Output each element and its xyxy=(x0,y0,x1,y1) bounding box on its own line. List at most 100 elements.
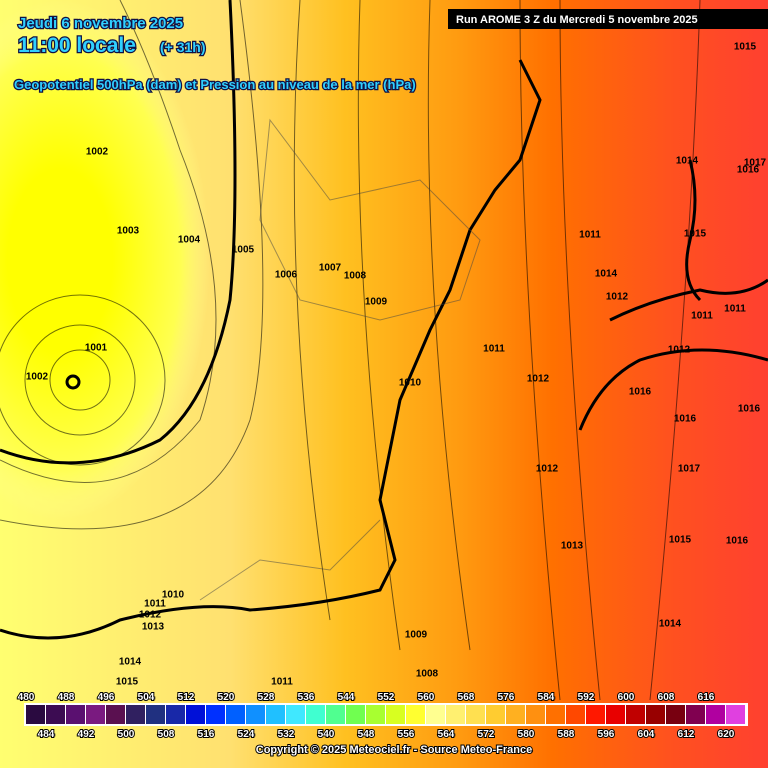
legend-swatch xyxy=(686,705,705,724)
legend-label: 540 xyxy=(318,729,335,740)
legend-swatch xyxy=(466,705,485,724)
legend-swatch xyxy=(326,705,345,724)
legend-label: 568 xyxy=(458,692,475,703)
legend-label: 520 xyxy=(218,692,235,703)
isobar-label: 1001 xyxy=(85,343,108,354)
legend-swatch xyxy=(666,705,685,724)
legend-label: 596 xyxy=(598,729,615,740)
isobar-label: 1017 xyxy=(678,464,701,475)
isobar-label: 1014 xyxy=(676,156,699,167)
isobar-label: 1010 xyxy=(399,378,422,389)
isobar-label: 1007 xyxy=(319,263,342,274)
legend-swatch xyxy=(366,705,385,724)
legend-swatch xyxy=(46,705,65,724)
isobar-label: 1013 xyxy=(142,622,165,633)
isobar-label: 1004 xyxy=(178,235,201,246)
isobar-label: 1012 xyxy=(536,464,559,475)
isobar-label: 1015 xyxy=(684,229,707,240)
isobar-label: 1016 xyxy=(738,404,761,415)
legend-label: 504 xyxy=(138,692,155,703)
subtitle: Geopotentiel 500hPa (dam) et Pression au… xyxy=(14,77,416,92)
legend-label: 516 xyxy=(198,729,215,740)
legend-swatch xyxy=(26,705,45,724)
legend-label: 576 xyxy=(498,692,515,703)
isobar-label: 1011 xyxy=(483,344,505,355)
legend-swatch xyxy=(386,705,405,724)
legend-swatch xyxy=(266,705,285,724)
isobar-label: 1014 xyxy=(595,269,618,280)
legend-label: 616 xyxy=(698,692,715,703)
low-area xyxy=(0,0,210,520)
legend-label: 588 xyxy=(558,729,575,740)
legend-label: 600 xyxy=(618,692,635,703)
isobar-label: 1016 xyxy=(726,536,749,547)
legend-swatch xyxy=(286,705,305,724)
legend-swatch xyxy=(146,705,165,724)
legend-label: 612 xyxy=(678,729,695,740)
borders xyxy=(199,118,481,601)
legend-label: 488 xyxy=(58,692,75,703)
legend-swatch xyxy=(246,705,265,724)
legend-swatch xyxy=(586,705,605,724)
isobar-label: 1016 xyxy=(674,414,697,425)
isobar-label: 1011 xyxy=(144,599,166,610)
legend-label: 484 xyxy=(38,729,55,740)
legend-label: 592 xyxy=(578,692,595,703)
isobar-label: 1015 xyxy=(669,535,692,546)
time: 11:00 locale xyxy=(18,34,136,57)
isobar-label: 1006 xyxy=(275,270,298,281)
isobar-label: 1008 xyxy=(344,271,367,282)
legend-label: 496 xyxy=(98,692,115,703)
legend-label: 564 xyxy=(438,729,455,740)
legend-label: 532 xyxy=(278,729,295,740)
isobar-labels: 1002100310041005100610071008100910101011… xyxy=(26,42,767,688)
legend-label: 620 xyxy=(718,729,735,740)
isobar-label: 1015 xyxy=(116,677,139,688)
run-banner xyxy=(448,9,768,29)
isobar-label: 1014 xyxy=(659,619,682,630)
legend-label: 524 xyxy=(238,729,255,740)
legend-swatch xyxy=(226,705,245,724)
legend-swatch xyxy=(626,705,645,724)
isobar-label: 1010 xyxy=(162,590,185,601)
legend-swatch xyxy=(646,705,665,724)
legend-swatch xyxy=(526,705,545,724)
legend-label: 528 xyxy=(258,692,275,703)
legend-label: 492 xyxy=(78,729,95,740)
legend-swatch xyxy=(726,705,745,724)
legend-swatch xyxy=(106,705,125,724)
legend-label: 572 xyxy=(478,729,495,740)
isobar-label: 1014 xyxy=(119,657,142,668)
legend-swatch xyxy=(426,705,445,724)
isobar-label: 1016 xyxy=(737,165,760,176)
legend-swatch xyxy=(566,705,585,724)
legend-label: 500 xyxy=(118,729,135,740)
isobar-label: 1012 xyxy=(606,292,629,303)
legend-swatch xyxy=(186,705,205,724)
isobar-label: 1012 xyxy=(668,345,691,356)
isobar-label: 1009 xyxy=(405,630,428,641)
isobar-label: 1011 xyxy=(724,304,746,315)
legend-label: 584 xyxy=(538,692,555,703)
legend-label: 552 xyxy=(378,692,395,703)
legend-swatch xyxy=(406,705,425,724)
isobar-label: 1002 xyxy=(86,147,109,158)
isobar-label: 1011 xyxy=(271,677,293,688)
legend-label: 512 xyxy=(178,692,195,703)
isobar-label: 1009 xyxy=(365,297,388,308)
legend-swatch xyxy=(66,705,85,724)
isobar-label: 1002 xyxy=(26,372,49,383)
isobar-label: 1017 xyxy=(744,158,767,169)
legend-swatch xyxy=(306,705,325,724)
isobar-label: 1015 xyxy=(734,42,757,53)
legend-swatch xyxy=(126,705,145,724)
isobar-label: 1016 xyxy=(629,387,652,398)
isobar-label: 1008 xyxy=(416,669,439,680)
legend-label: 544 xyxy=(338,692,355,703)
isobar-label: 1013 xyxy=(561,541,584,552)
legend-swatch xyxy=(546,705,565,724)
isobar-label: 1003 xyxy=(117,226,140,237)
isobar-label: 1012 xyxy=(139,610,162,621)
legend-label: 604 xyxy=(638,729,655,740)
